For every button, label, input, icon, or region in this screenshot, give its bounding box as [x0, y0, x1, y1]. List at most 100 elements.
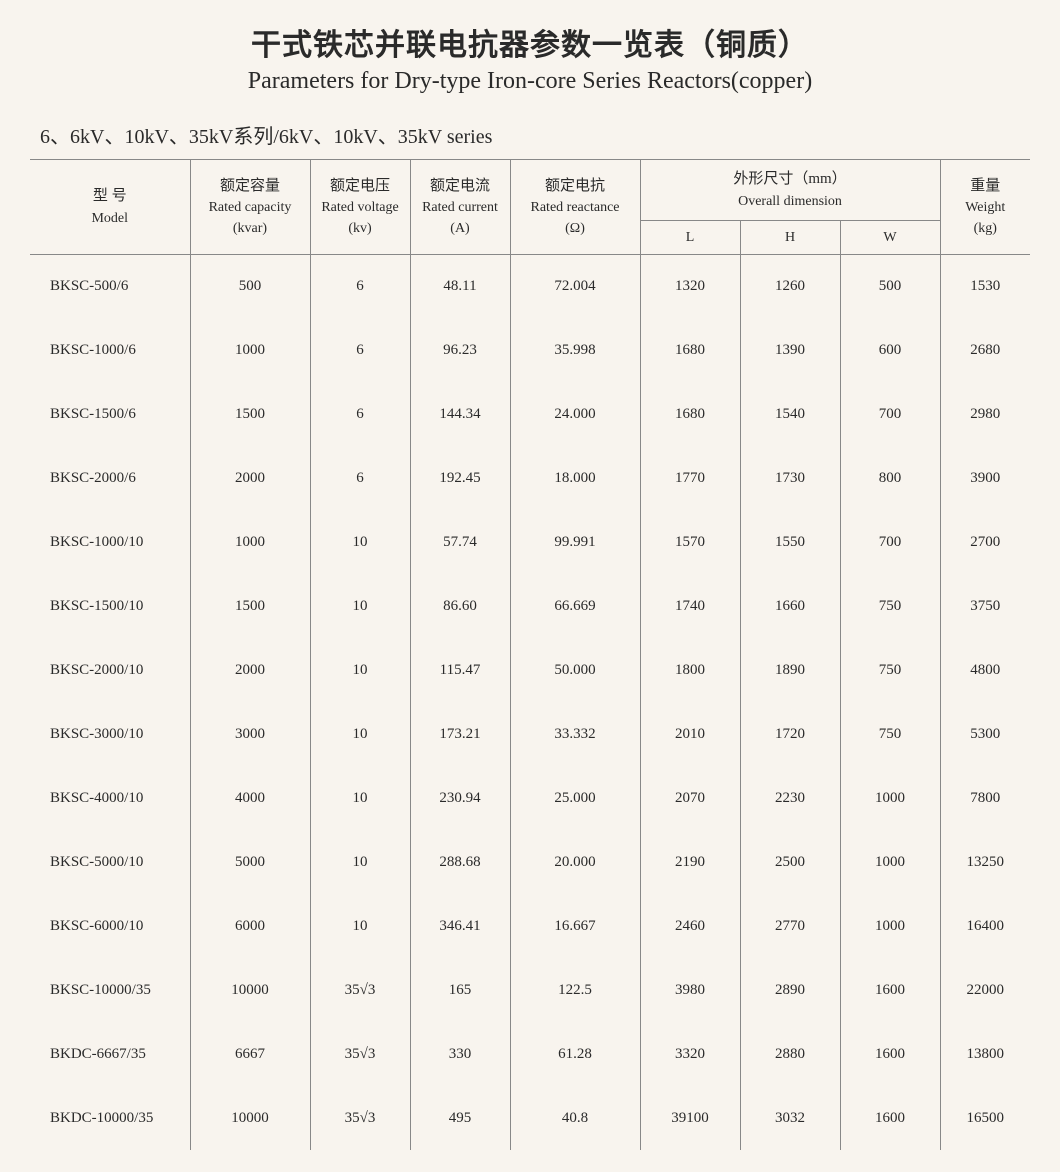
cell-current: 165	[410, 958, 510, 1022]
cell-weight: 3900	[940, 446, 1030, 510]
cell-voltage: 10	[310, 510, 410, 574]
cell-weight: 3750	[940, 574, 1030, 638]
table-row: BKSC-1000/61000696.2335.9981680139060026…	[30, 318, 1030, 382]
cell-weight: 4800	[940, 638, 1030, 702]
cell-dim-h: 1390	[740, 318, 840, 382]
table-row: BKDC-6667/35666735√333061.28332028801600…	[30, 1022, 1030, 1086]
cell-current: 192.45	[410, 446, 510, 510]
cell-weight: 22000	[940, 958, 1030, 1022]
cell-capacity: 1000	[190, 510, 310, 574]
cell-dim-w: 800	[840, 446, 940, 510]
cell-dim-w: 500	[840, 254, 940, 318]
cell-dim-l: 1800	[640, 638, 740, 702]
cell-model: BKSC-4000/10	[30, 766, 190, 830]
cell-voltage: 6	[310, 446, 410, 510]
cell-current: 48.11	[410, 254, 510, 318]
header-model: 型 号 Model	[30, 160, 190, 255]
cell-weight: 13250	[940, 830, 1030, 894]
cell-capacity: 4000	[190, 766, 310, 830]
cell-weight: 13800	[940, 1022, 1030, 1086]
cell-reactance: 40.8	[510, 1086, 640, 1150]
table-row: BKSC-1500/1015001086.6066.66917401660750…	[30, 574, 1030, 638]
cell-reactance: 50.000	[510, 638, 640, 702]
cell-weight: 16500	[940, 1086, 1030, 1150]
cell-dim-w: 1600	[840, 1086, 940, 1150]
cell-current: 173.21	[410, 702, 510, 766]
cell-dim-l: 1680	[640, 318, 740, 382]
cell-dim-l: 1740	[640, 574, 740, 638]
cell-dim-h: 2890	[740, 958, 840, 1022]
header-dim-l: L	[640, 220, 740, 254]
cell-dim-l: 2010	[640, 702, 740, 766]
table-row: BKSC-1500/615006144.3424.000168015407002…	[30, 382, 1030, 446]
series-heading: 6、6kV、10kV、35kV系列/6kV、10kV、35kV series	[40, 120, 1030, 149]
cell-capacity: 6000	[190, 894, 310, 958]
cell-reactance: 33.332	[510, 702, 640, 766]
cell-current: 346.41	[410, 894, 510, 958]
cell-voltage: 10	[310, 830, 410, 894]
cell-dim-w: 750	[840, 702, 940, 766]
cell-capacity: 3000	[190, 702, 310, 766]
cell-dim-w: 700	[840, 510, 940, 574]
header-reactance: 额定电抗 Rated reactance (Ω)	[510, 160, 640, 255]
cell-current: 288.68	[410, 830, 510, 894]
cell-dim-h: 1890	[740, 638, 840, 702]
cell-current: 330	[410, 1022, 510, 1086]
table-row: BKSC-4000/10400010230.9425.0002070223010…	[30, 766, 1030, 830]
table-row: BKSC-3000/10300010173.2133.3322010172075…	[30, 702, 1030, 766]
cell-voltage: 6	[310, 254, 410, 318]
cell-model: BKSC-1000/6	[30, 318, 190, 382]
cell-voltage: 6	[310, 382, 410, 446]
cell-reactance: 72.004	[510, 254, 640, 318]
title-block: 干式铁芯并联电抗器参数一览表（铜质） Parameters for Dry-ty…	[30, 20, 1030, 95]
title-cn: 干式铁芯并联电抗器参数一览表（铜质）	[30, 20, 1030, 64]
cell-voltage: 10	[310, 894, 410, 958]
cell-weight: 1530	[940, 254, 1030, 318]
cell-weight: 2680	[940, 318, 1030, 382]
cell-capacity: 10000	[190, 1086, 310, 1150]
cell-model: BKSC-1500/6	[30, 382, 190, 446]
cell-model: BKSC-1000/10	[30, 510, 190, 574]
cell-current: 144.34	[410, 382, 510, 446]
cell-model: BKSC-3000/10	[30, 702, 190, 766]
cell-capacity: 1000	[190, 318, 310, 382]
cell-weight: 16400	[940, 894, 1030, 958]
header-dimension: 外形尺寸（mm） Overall dimension	[640, 160, 940, 221]
title-en: Parameters for Dry-type Iron-core Series…	[30, 68, 1030, 95]
cell-capacity: 2000	[190, 446, 310, 510]
table-row: BKSC-1000/1010001057.7499.99115701550700…	[30, 510, 1030, 574]
cell-dim-l: 1680	[640, 382, 740, 446]
cell-dim-w: 1000	[840, 830, 940, 894]
cell-current: 230.94	[410, 766, 510, 830]
cell-dim-l: 1320	[640, 254, 740, 318]
cell-model: BKSC-10000/35	[30, 958, 190, 1022]
cell-voltage: 6	[310, 318, 410, 382]
cell-model: BKSC-5000/10	[30, 830, 190, 894]
parameters-table: 型 号 Model 额定容量 Rated capacity (kvar) 额定电…	[30, 159, 1030, 1150]
cell-dim-w: 1600	[840, 958, 940, 1022]
header-voltage: 额定电压 Rated voltage (kv)	[310, 160, 410, 255]
cell-dim-l: 1570	[640, 510, 740, 574]
cell-model: BKDC-6667/35	[30, 1022, 190, 1086]
cell-current: 57.74	[410, 510, 510, 574]
table-row: BKSC-500/6500648.1172.004132012605001530	[30, 254, 1030, 318]
table-row: BKSC-5000/10500010288.6820.0002190250010…	[30, 830, 1030, 894]
cell-voltage: 10	[310, 766, 410, 830]
cell-voltage: 35√3	[310, 1086, 410, 1150]
cell-dim-l: 2070	[640, 766, 740, 830]
cell-reactance: 18.000	[510, 446, 640, 510]
cell-capacity: 500	[190, 254, 310, 318]
cell-capacity: 1500	[190, 574, 310, 638]
cell-reactance: 61.28	[510, 1022, 640, 1086]
cell-reactance: 35.998	[510, 318, 640, 382]
cell-weight: 5300	[940, 702, 1030, 766]
cell-dim-h: 1720	[740, 702, 840, 766]
cell-reactance: 20.000	[510, 830, 640, 894]
cell-dim-h: 2880	[740, 1022, 840, 1086]
cell-dim-h: 1540	[740, 382, 840, 446]
cell-dim-h: 1730	[740, 446, 840, 510]
cell-dim-l: 2460	[640, 894, 740, 958]
cell-dim-h: 2770	[740, 894, 840, 958]
cell-weight: 7800	[940, 766, 1030, 830]
cell-dim-l: 1770	[640, 446, 740, 510]
